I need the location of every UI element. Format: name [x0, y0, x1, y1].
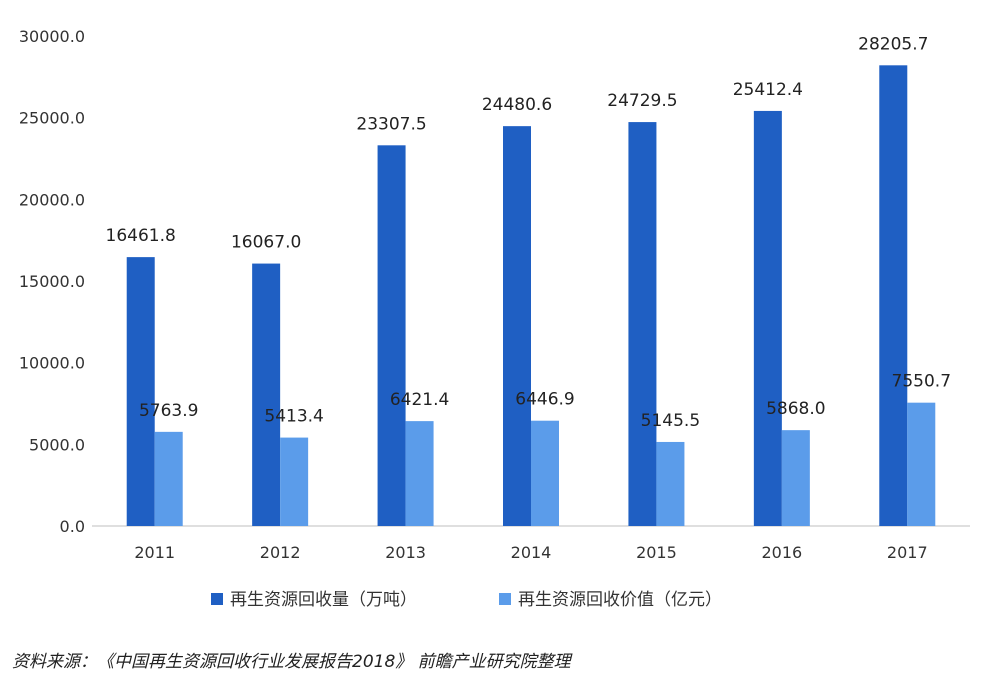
x-tick-label: 2012: [260, 543, 301, 562]
bar-series-0: [377, 145, 406, 526]
bar-series-1: [405, 421, 434, 526]
data-labels: 16461.8 16067.0 23307.5 24480.6 24729.5 25412…: [106, 34, 951, 431]
data-label: 25412.4: [733, 80, 803, 100]
y-tick-label: 0.0: [60, 517, 85, 536]
data-label: 16461.8: [106, 226, 176, 246]
data-label: 6446.9: [515, 390, 574, 410]
data-label: 28205.7: [858, 34, 928, 54]
bar-series-0: [628, 122, 657, 526]
data-label: 24480.6: [482, 95, 552, 115]
x-tick-label: 2016: [761, 543, 802, 562]
x-tick-label: 2017: [887, 543, 928, 562]
legend-swatch: [499, 593, 511, 605]
legend-label: 再生资源回收量（万吨）: [230, 590, 417, 610]
data-label: 5145.5: [641, 411, 700, 431]
data-label: 23307.5: [356, 114, 426, 134]
bars: [126, 65, 936, 527]
bar-series-0: [753, 110, 782, 527]
data-label: 5763.9: [139, 401, 198, 421]
x-tick-label: 2013: [385, 543, 426, 562]
data-label: 16067.0: [231, 233, 301, 253]
data-label: 6421.4: [390, 390, 449, 410]
bar-series-1: [781, 430, 810, 526]
bar-series-1: [531, 420, 559, 526]
legend-swatch: [211, 593, 223, 605]
x-tick-label: 2014: [511, 543, 552, 562]
legend-item-series-0: 再生资源回收量（万吨）: [211, 590, 417, 610]
bar-series-0: [503, 126, 531, 526]
x-tick-label: 2015: [636, 543, 677, 562]
x-axis-ticks: 2011 2012 2013 2014 2015 2016 2017: [134, 543, 927, 562]
data-label: 7550.7: [892, 372, 951, 392]
data-label: 5868.0: [766, 399, 825, 419]
source-note: 资料来源：《中国再生资源回收行业发展报告2018》 前瞻产业研究院整理: [12, 652, 573, 672]
y-tick-label: 25000.0: [19, 109, 85, 128]
x-tick-label: 2011: [134, 543, 175, 562]
bar-series-1: [154, 431, 183, 526]
y-tick-label: 10000.0: [19, 354, 85, 373]
legend-item-series-1: 再生资源回收价值（亿元）: [499, 590, 722, 610]
y-axis-ticks: 0.0 5000.0 10000.0 15000.0 20000.0 25000.0 300…: [19, 27, 85, 536]
bar-series-0: [252, 263, 281, 526]
y-tick-label: 15000.0: [19, 272, 85, 291]
bar-series-1: [656, 441, 685, 526]
legend-label: 再生资源回收价值（亿元）: [518, 590, 722, 610]
y-tick-label: 30000.0: [19, 27, 85, 46]
y-tick-label: 20000.0: [19, 190, 85, 209]
data-label: 5413.4: [264, 407, 323, 427]
bar-series-1: [907, 402, 936, 526]
bar-series-1: [280, 437, 309, 526]
data-label: 24729.5: [607, 91, 677, 111]
legend: 再生资源回收量（万吨） 再生资源回收价值（亿元）: [211, 590, 722, 610]
y-tick-label: 5000.0: [29, 435, 85, 454]
bar-series-0: [126, 257, 155, 526]
bar-series-0: [879, 65, 908, 527]
